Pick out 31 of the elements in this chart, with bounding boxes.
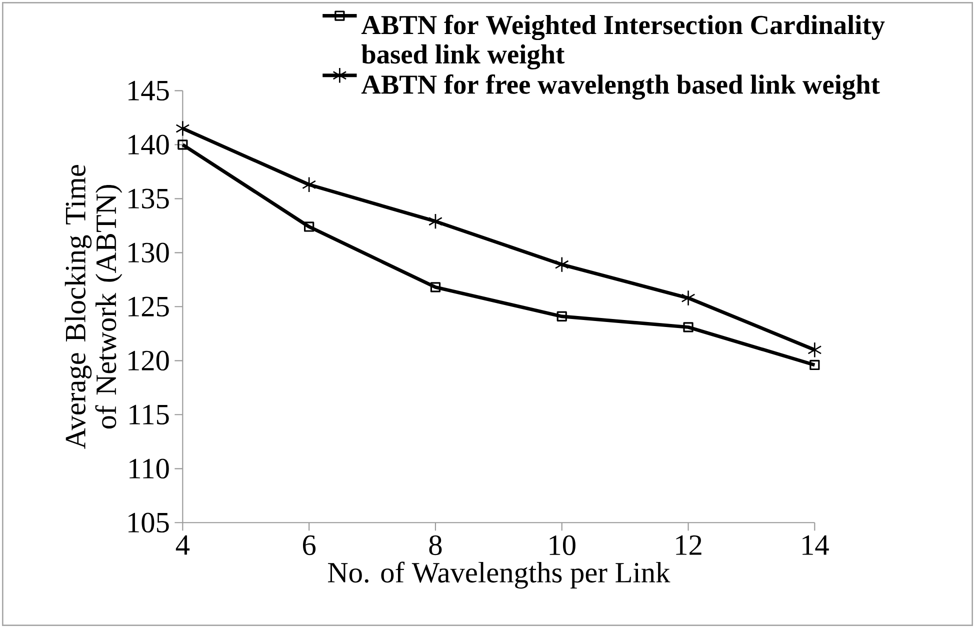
point [810,360,820,370]
y-tick-label: 145 [128,80,169,100]
x-tick-label: 8 [429,535,442,556]
point [683,322,694,332]
point [178,140,188,150]
y-tick-label: 130 [128,242,169,263]
y-tick-label: 125 [128,296,169,317]
point [302,176,316,193]
x-tick-label: 6 [302,535,316,556]
x-tick-label: 12 [676,535,702,555]
point [808,342,822,358]
point [430,282,441,292]
x-tick-label: 10 [550,535,576,556]
y-tick-label: 110 [130,458,169,479]
x-axis-title: No. of Wavelengths per Link [328,562,670,589]
point [556,311,567,322]
y-tick-label: 135 [128,188,169,209]
point [304,222,314,232]
point [554,256,569,273]
legend-label: ABTN for Weighted Intersection Cardinality based link weight [361,14,885,70]
point [176,120,190,136]
legend-label: ABTN for free wavelength based link weight [361,74,880,100]
y-tick-label: 115 [130,404,169,424]
y-axis-title: Average Blocking Time of Network (ABTN) [64,165,122,449]
y-tick-label: 105 [128,512,169,533]
point [428,213,442,230]
point [681,290,696,306]
y-tick-label: 120 [128,350,169,371]
x-tick-label: 4 [176,535,190,555]
x-tick-label: 14 [802,535,829,555]
y-tick-label: 140 [128,134,169,155]
